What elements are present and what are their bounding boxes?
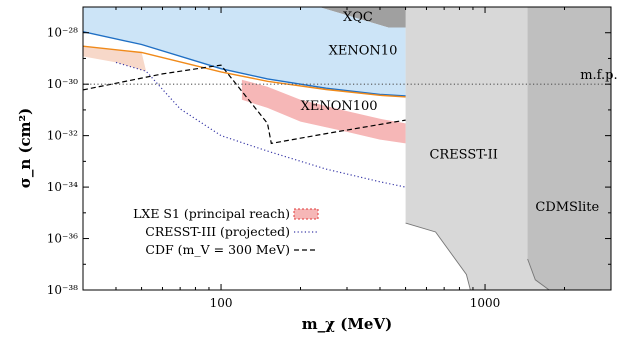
region-label-xqc: XQC bbox=[343, 10, 373, 25]
y-axis-title: σ_n (cm²) bbox=[16, 108, 34, 188]
y-tick-label: 10⁻³² bbox=[47, 129, 78, 143]
region-label-cdmslite: CDMSlite bbox=[535, 200, 599, 215]
y-tick-label: 10⁻²⁸ bbox=[47, 26, 78, 40]
region-label-cresst-ii: CRESST-II bbox=[429, 147, 497, 162]
axis-ticks: 100 1000 10⁻²⁸ 10⁻³⁰ 10⁻³² 10⁻³⁴ 10⁻³⁶ 10⁻³⁸ bbox=[47, 6, 612, 310]
series-cresst-iii-projected bbox=[115, 61, 406, 188]
y-tick-label: 10⁻³⁰ bbox=[47, 77, 78, 91]
y-tick-label: 10⁻³⁶ bbox=[47, 232, 78, 246]
y-tick-label: 10⁻³⁸ bbox=[47, 283, 78, 297]
region-xenon10 bbox=[83, 7, 406, 96]
region-lxe-orange-band bbox=[83, 46, 147, 72]
region-label-xenon10: XENON10 bbox=[329, 44, 398, 59]
region-cdmslite bbox=[527, 7, 611, 290]
y-tick-label: 10⁻³⁴ bbox=[47, 180, 78, 194]
cdmslite-edge bbox=[527, 258, 550, 290]
region-labels: XQC XENON10 XENON100 m.f.p. CRESST-II CDMSlit… bbox=[301, 10, 618, 215]
legend-label-cresst-iii-projected: CRESST-III (projected) bbox=[145, 224, 290, 239]
series-xenon100 bbox=[83, 45, 406, 98]
legend-label-lxe-s1-principal-reach: LXE S1 (principal reach) bbox=[133, 206, 290, 221]
legend-swatch-band bbox=[293, 208, 319, 220]
series-cdf-m-v-300-mev bbox=[83, 64, 406, 145]
series-xenon10 bbox=[83, 31, 406, 97]
cresst-ii-edge bbox=[405, 222, 471, 290]
region-label-m-f-p: m.f.p. bbox=[580, 68, 617, 83]
limit-curves bbox=[83, 31, 611, 188]
legend: LXE S1 (principal reach) CRESST-III (proj… bbox=[133, 206, 319, 257]
x-axis-title: m_χ (MeV) bbox=[302, 315, 392, 333]
region-label-xenon100: XENON100 bbox=[301, 99, 378, 114]
legend-label-cdf-m-v-300-mev: CDF (m_V = 300 MeV) bbox=[145, 242, 290, 257]
x-tick-label: 100 bbox=[210, 296, 233, 310]
x-tick-label: 1000 bbox=[470, 296, 501, 310]
